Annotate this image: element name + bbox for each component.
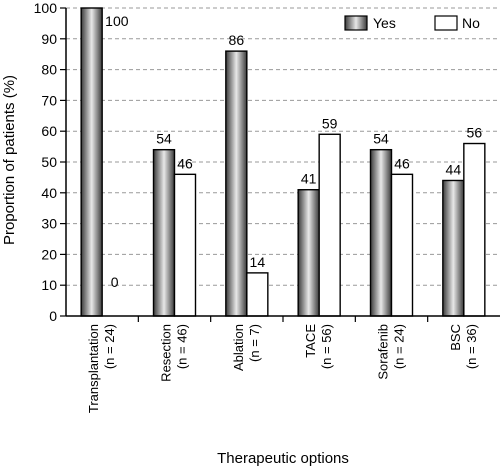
y-tick-label: 10 (41, 277, 57, 293)
bar-no-bsc (463, 142, 486, 317)
category-label: Transplantation (86, 324, 101, 413)
bar-no-resection (173, 173, 197, 317)
y-tick-label: 80 (41, 62, 57, 78)
category-n-label: (n = 24) (392, 324, 407, 369)
value-label: 100 (105, 13, 129, 29)
category-label: Sorafenib (376, 324, 391, 380)
y-tick-labels: 0 10 20 30 40 50 60 70 80 90 100 (34, 0, 58, 324)
bar-yes-tace (297, 189, 320, 317)
bar-yes-bsc (442, 179, 465, 317)
legend-swatch-no (434, 15, 458, 31)
category-n-label: (n = 7) (247, 324, 262, 362)
legend-label-no: No (462, 15, 480, 31)
value-label: 54 (373, 131, 389, 147)
bar-no-sorafenib (390, 173, 414, 317)
gridlines (66, 7, 500, 286)
value-label: 41 (301, 171, 317, 187)
axes-group (60, 7, 500, 322)
bar-yes-transplantation (80, 7, 103, 317)
value-label: 14 (250, 254, 266, 270)
category-n-label: (n = 36) (464, 324, 479, 369)
x-axis-title: Therapeutic options (217, 450, 349, 467)
y-axis-title: Proportion of patients (%) (1, 75, 18, 245)
value-label: 86 (229, 32, 245, 48)
value-label: 44 (446, 161, 462, 177)
category-label: Resection (159, 324, 174, 382)
y-tick-label: 0 (49, 308, 57, 324)
value-label: 0 (111, 274, 119, 290)
y-tick-label: 100 (34, 0, 58, 16)
bar-yes-resection (152, 148, 176, 317)
value-label: 46 (177, 155, 193, 171)
bar-no-tace (318, 133, 341, 317)
y-tick-label: 40 (41, 185, 57, 201)
category-labels: Transplantation (n = 24) Resection (n = 46)… (86, 324, 479, 413)
value-label: 59 (322, 115, 338, 131)
category-label: BSC (448, 324, 463, 351)
value-labels: 100 0 54 46 86 14 41 59 54 46 44 56 (105, 13, 482, 290)
category-n-label: (n = 24) (102, 324, 117, 369)
category-n-label: (n = 56) (319, 324, 334, 369)
y-tick-label: 20 (41, 246, 57, 262)
value-label: 54 (156, 131, 172, 147)
bar-yes-sorafenib (369, 148, 393, 317)
y-tick-label: 70 (41, 92, 57, 108)
legend: Yes No (344, 15, 480, 31)
category-n-label: (n = 46) (175, 324, 190, 369)
legend-label-yes: Yes (373, 15, 396, 31)
bar-no-ablation (246, 272, 269, 317)
y-tick-label: 30 (41, 216, 57, 232)
y-tick-label: 50 (41, 154, 57, 170)
value-label: 56 (467, 125, 483, 141)
y-tick-label: 90 (41, 31, 57, 47)
value-label: 46 (394, 155, 410, 171)
y-tick-label: 60 (41, 123, 57, 139)
category-label: TACE (303, 324, 318, 358)
legend-swatch-yes (344, 15, 368, 31)
bar-yes-ablation (225, 50, 248, 317)
category-label: Ablation (231, 324, 246, 371)
